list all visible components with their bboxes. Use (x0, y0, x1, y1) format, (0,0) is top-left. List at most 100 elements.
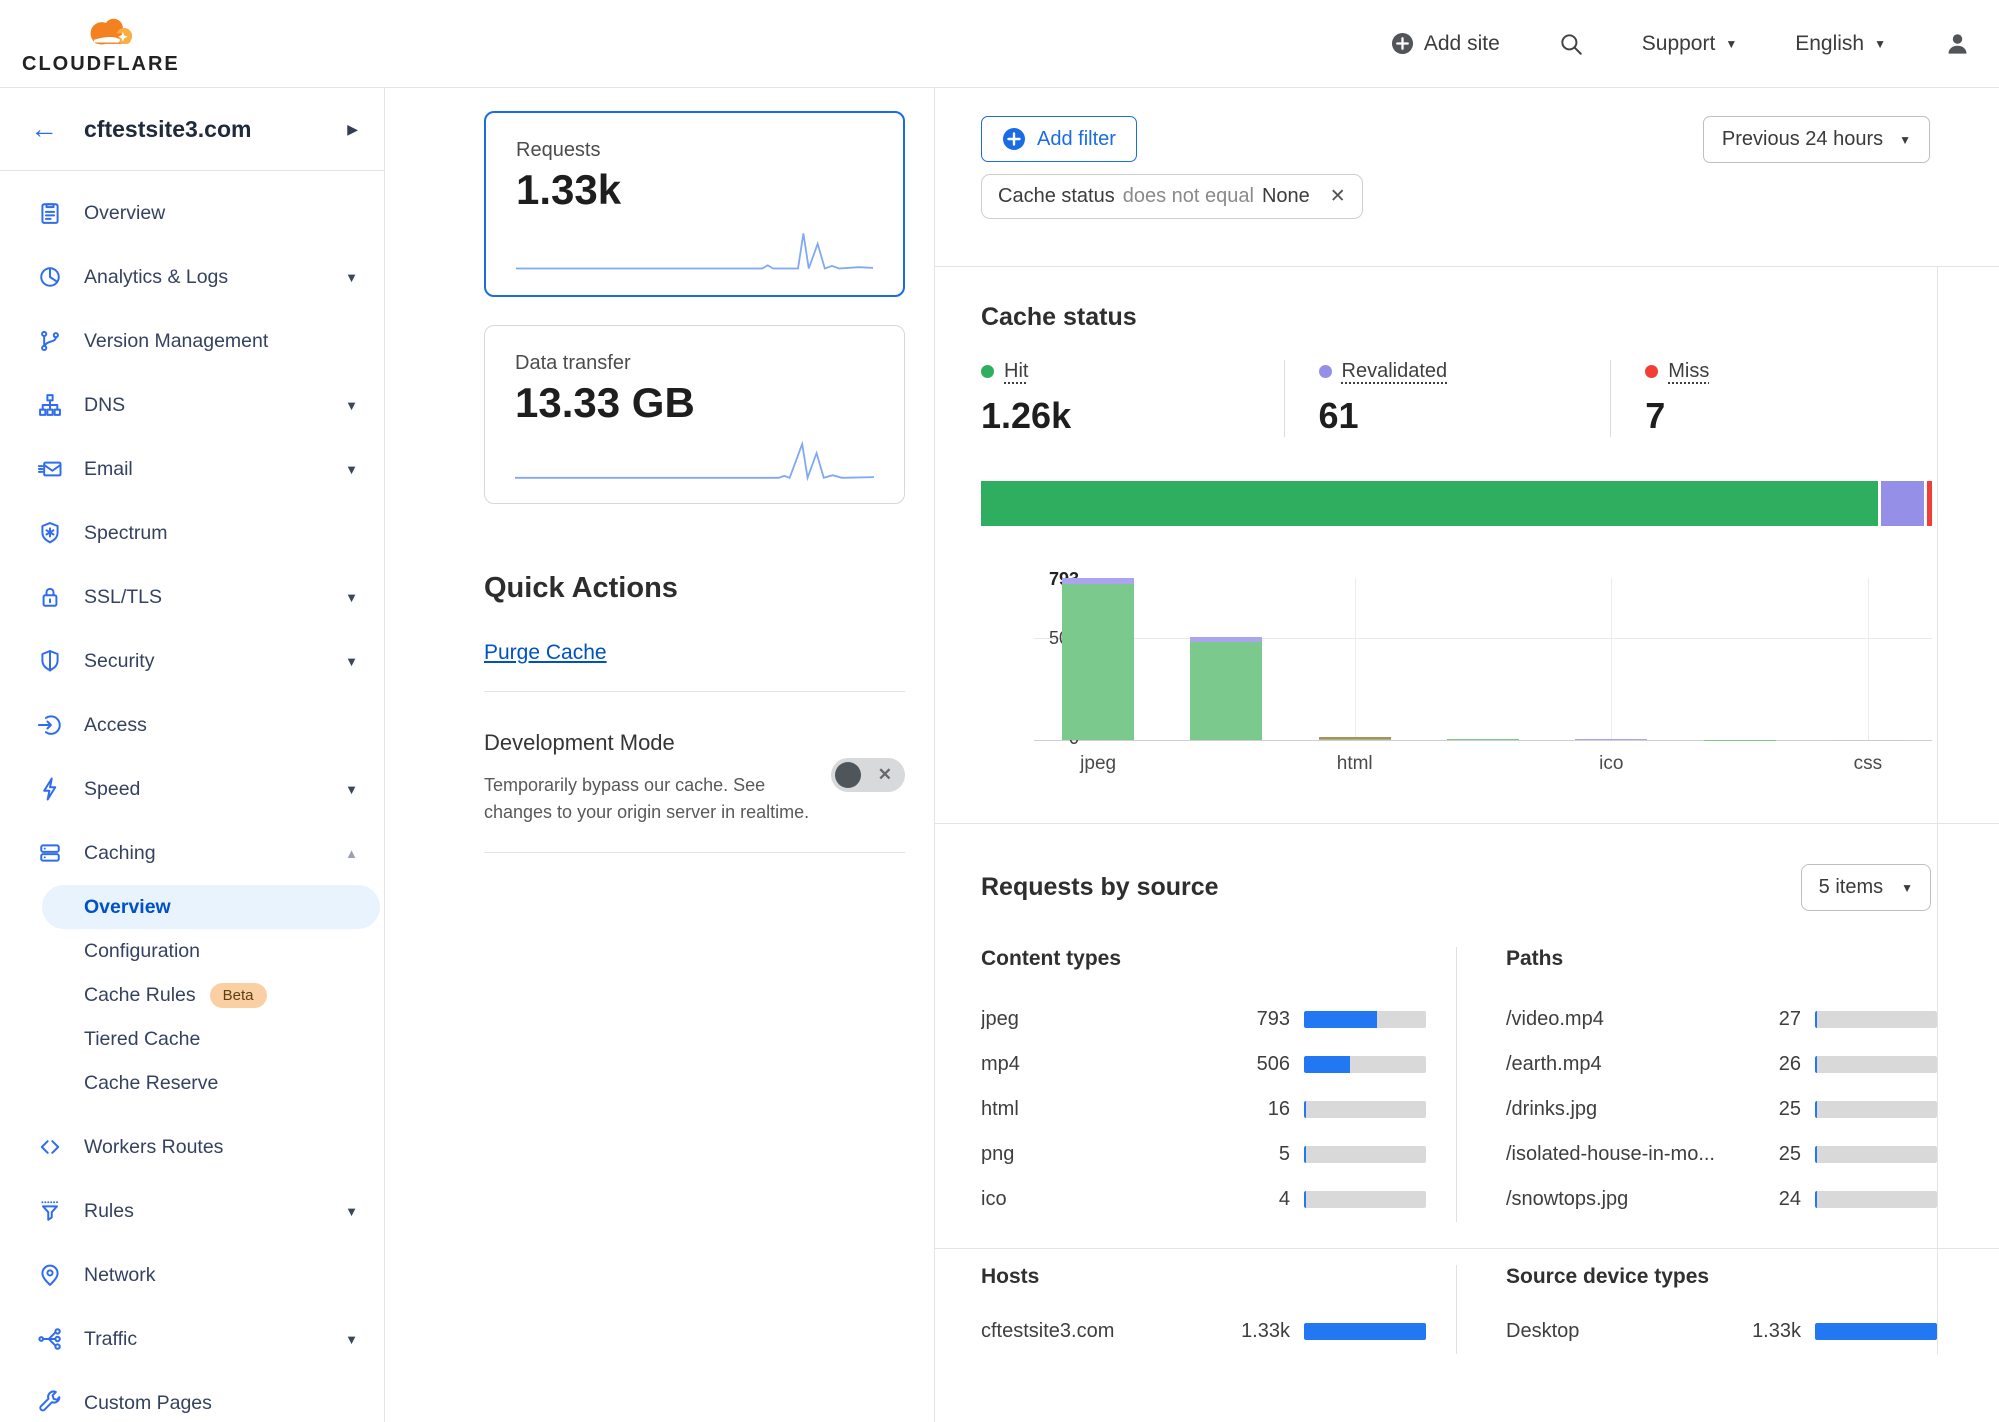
table-row[interactable]: jpeg 793 (981, 997, 1426, 1042)
time-range-dropdown[interactable]: Previous 24 hours ▼ (1702, 116, 1930, 163)
table-row[interactable]: /video.mp4 27 (1506, 997, 1937, 1042)
chart-bar[interactable] (1446, 578, 1519, 740)
chevron-up-icon: ▲ (345, 845, 358, 861)
development-mode-section: Development Mode Temporarily bypass our … (484, 730, 905, 826)
add-site-label: Add site (1423, 31, 1500, 55)
table-row[interactable]: Desktop 1.33k (1506, 1309, 1937, 1354)
data-transfer-value: 13.33 GB (515, 379, 695, 426)
metrics-column: Requests 1.33k Data transfer 13.33 GB Qu… (385, 88, 935, 1422)
sidebar-item-spectrum[interactable]: Spectrum (0, 501, 384, 565)
table-row[interactable]: /drinks.jpg 25 (1506, 1087, 1937, 1132)
x-axis-labels: jpeg html ico css (1034, 753, 1932, 775)
sidebar-item-dns[interactable]: DNS ▼ (0, 373, 384, 437)
sidebar-item-ssl-tls[interactable]: SSL/TLS ▼ (0, 565, 384, 629)
sidebar-item-overview[interactable]: Overview (0, 181, 384, 245)
sidebar-item-network[interactable]: Network (0, 1243, 384, 1307)
plus-circle-icon (1391, 32, 1414, 55)
table-row[interactable]: html 16 (981, 1087, 1426, 1132)
sidebar-item-caching[interactable]: Caching ▲ (0, 821, 384, 885)
requests-metric-card[interactable]: Requests 1.33k (484, 111, 905, 297)
development-mode-toggle[interactable]: ✕ (831, 758, 905, 792)
hit-label[interactable]: Hit (1004, 360, 1029, 382)
support-menu[interactable]: Support ▼ (1642, 32, 1737, 56)
language-menu[interactable]: English ▼ (1795, 32, 1886, 56)
filter-chip[interactable]: Cache status does not equal None ✕ (981, 174, 1363, 219)
divider (935, 266, 1999, 267)
search-button[interactable] (1558, 31, 1584, 57)
stacked-segment (1927, 481, 1932, 526)
analytics-panel: Add filter Cache status does not equal N… (935, 88, 1999, 1422)
sidebar-item-analytics[interactable]: Analytics & Logs ▼ (0, 245, 384, 309)
filter-value: None (1261, 185, 1310, 207)
source-tables: Content types jpeg 793 mp4 506 html (981, 947, 1937, 1222)
miss-label[interactable]: Miss (1668, 360, 1710, 382)
bar-slot (1675, 578, 1803, 740)
sidebar-item-custom-pages[interactable]: Custom Pages (0, 1371, 384, 1422)
sidebar-item-rules[interactable]: Rules ▼ (0, 1179, 384, 1243)
progress-bar (1304, 1323, 1426, 1340)
divider (484, 691, 905, 692)
subnav-item-tiered-cache[interactable]: Tiered Cache (84, 1027, 201, 1050)
table-row[interactable]: cftestsite3.com 1.33k (981, 1309, 1426, 1354)
subnav-item-configuration[interactable]: Configuration (84, 939, 200, 962)
table-row[interactable]: png 5 (981, 1132, 1426, 1177)
sidebar-item-traffic[interactable]: Traffic ▼ (0, 1307, 384, 1371)
chart-bar[interactable] (1703, 578, 1776, 740)
lock-icon (36, 583, 64, 611)
chart-bar[interactable] (1575, 578, 1648, 740)
table-row[interactable]: /isolated-house-in-mo... 25 (1506, 1132, 1937, 1177)
x-tick-label (1675, 753, 1803, 775)
cloudflare-logo[interactable]: CLOUDFLARE (22, 12, 178, 76)
hit-value: 1.26k (981, 395, 1072, 436)
language-label: English (1795, 31, 1865, 55)
sidebar-item-version-management[interactable]: Version Management (0, 309, 384, 373)
login-arrow-icon (36, 711, 64, 739)
cloudflare-cloud-icon (90, 18, 133, 45)
table-row[interactable]: ico 4 (981, 1177, 1426, 1222)
revalidated-label[interactable]: Revalidated (1341, 360, 1448, 382)
chart-bar[interactable] (1318, 578, 1391, 740)
add-site-button[interactable]: Add site (1391, 32, 1500, 56)
chevron-down-icon: ▼ (1901, 880, 1913, 895)
chart-bar[interactable] (1190, 578, 1263, 740)
divider (935, 823, 1999, 824)
search-icon (1558, 31, 1584, 57)
stacked-segment (981, 481, 1878, 526)
hosts-table: Hosts cftestsite3.com 1.33k (981, 1265, 1457, 1354)
hit-stat: Hit 1.26k (981, 360, 1284, 437)
subnav-item-cache-reserve[interactable]: Cache Reserve (84, 1071, 219, 1094)
bar-slot (1419, 578, 1547, 740)
chart-bar[interactable] (1062, 578, 1135, 740)
purge-cache-link[interactable]: Purge Cache (484, 641, 607, 664)
revalidated-dot-icon (1318, 365, 1332, 378)
add-filter-button[interactable]: Add filter (981, 116, 1137, 162)
chevron-down-icon: ▼ (1899, 132, 1911, 147)
back-arrow-icon[interactable]: ← (30, 113, 58, 144)
subnav-item-cache-rules[interactable]: Cache Rules Beta (42, 973, 380, 1017)
sidebar-item-speed[interactable]: Speed ▼ (0, 757, 384, 821)
chevron-right-icon[interactable]: ▶ (347, 120, 358, 137)
user-menu[interactable] (1944, 30, 1971, 57)
sidebar-item-email[interactable]: Email ▼ (0, 437, 384, 501)
sidebar-item-access[interactable]: Access (0, 693, 384, 757)
bar-slot (1034, 578, 1162, 740)
share-nodes-icon (36, 1325, 64, 1353)
sidebar-item-workers-routes[interactable]: Workers Routes (0, 1115, 384, 1179)
data-transfer-metric-card[interactable]: Data transfer 13.33 GB (484, 325, 905, 504)
table-row[interactable]: mp4 506 (981, 1042, 1426, 1087)
table-row[interactable]: /snowtops.jpg 24 (1506, 1177, 1937, 1222)
beta-badge: Beta (209, 982, 267, 1008)
close-icon[interactable]: ✕ (1329, 186, 1346, 207)
items-count-dropdown[interactable]: 5 items ▼ (1800, 864, 1931, 911)
table-row[interactable]: /earth.mp4 26 (1506, 1042, 1937, 1087)
divider (935, 1248, 1999, 1249)
lightning-bolt-icon (36, 775, 64, 803)
data-transfer-sparkline (515, 431, 874, 483)
miss-dot-icon (1645, 365, 1659, 378)
subnav-item-overview[interactable]: Overview (42, 885, 380, 929)
sidebar-item-security[interactable]: Security ▼ (0, 629, 384, 693)
branch-icon (36, 327, 64, 355)
sidebar: ← cftestsite3.com ▶ Overview Analytics &… (0, 88, 385, 1422)
chart-bar[interactable] (1831, 578, 1904, 740)
clipboard-icon (36, 199, 64, 227)
